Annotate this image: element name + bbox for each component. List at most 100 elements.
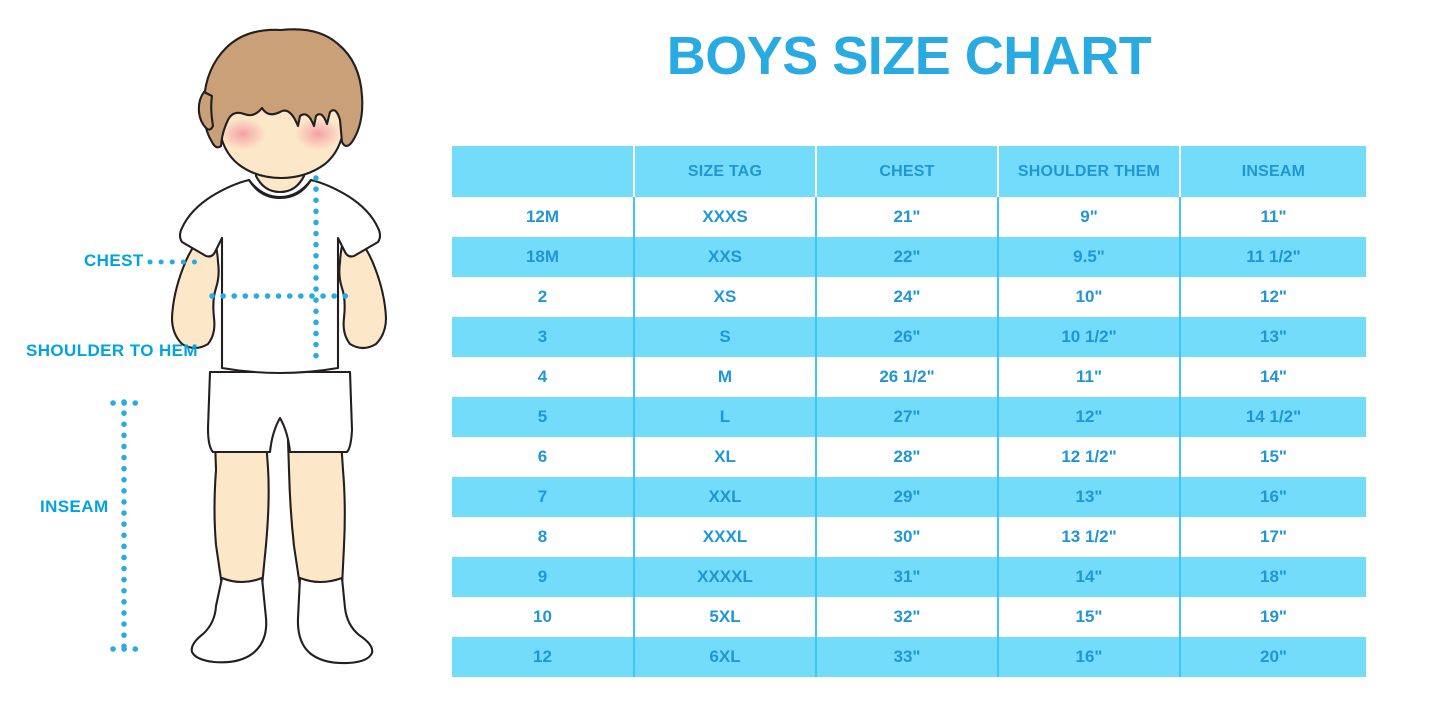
cell-shoulder-them: 11" [997,357,1180,397]
cell-chest: 29" [815,477,998,517]
table-body: 12M XXXS 21" 9" 11" 18M XXS 22" 9.5" 11 1/2" 2 XS 24… [452,197,1366,677]
cell-size-tag: 6XL [633,637,816,677]
cell-size: 7 [452,477,634,517]
table-row: 5 L 27" 12" 14 1/2" [452,397,1366,437]
chest-measure-label: CHEST [84,251,144,270]
cell-size-tag: XS [633,277,816,317]
page-title: BOYS SIZE CHART [666,26,1152,86]
table-row: 2 XS 24" 10" 12" [452,277,1366,317]
cell-chest: 26" [815,317,998,357]
boy-illustration-panel: CHEST SHOULDER TO HEM INSEAM [0,0,440,723]
table-row: 10 5XL 32" 15" 19" [452,597,1366,637]
cell-shoulder-them: 15" [997,597,1180,637]
cell-shoulder-them: 10" [997,277,1180,317]
cell-size-tag: XXS [633,237,816,277]
table-row: 8 XXXL 30" 13 1/2" 17" [452,517,1366,557]
table-row: 4 M 26 1/2" 11" 14" [452,357,1366,397]
cell-shoulder-them: 13 1/2" [997,517,1180,557]
cell-size-tag: XXXXL [633,557,816,597]
cell-size-tag: S [633,317,816,357]
cell-size: 18M [452,237,634,277]
left-leg [213,438,270,588]
right-boot [296,576,374,665]
cell-size: 10 [452,597,634,637]
cell-inseam: 17" [1179,517,1366,557]
cell-size-tag: 5XL [633,597,816,637]
right-arm [338,230,388,350]
cell-shoulder-them: 10 1/2" [997,317,1180,357]
table-row: 12 6XL 33" 16" 20" [452,637,1366,677]
cell-chest: 30" [815,517,998,557]
column-header-size [452,146,634,197]
table-header-row: SIZE TAG CHEST SHOULDER THEM INSEAM [452,146,1366,197]
cell-inseam: 14" [1179,357,1366,397]
left-arm [170,230,220,350]
table-header: SIZE TAG CHEST SHOULDER THEM INSEAM [452,146,1366,197]
cell-shoulder-them: 13" [997,477,1180,517]
inseam-measure-label: INSEAM [40,497,109,516]
cell-size: 12M [452,197,634,237]
cell-inseam: 15" [1179,437,1366,477]
cell-size: 8 [452,517,634,557]
table-row: 3 S 26" 10 1/2" 13" [452,317,1366,357]
cell-size-tag: XL [633,437,816,477]
cell-size: 4 [452,357,634,397]
boy-figure-illustration [110,28,388,665]
table-row: 12M XXXS 21" 9" 11" [452,197,1366,237]
cell-chest: 33" [815,637,998,677]
size-chart-panel: BOYS SIZE CHART SIZE TAG CHEST SHOULDER … [452,0,1445,723]
cell-shoulder-them: 14" [997,557,1180,597]
cell-inseam: 20" [1179,637,1366,677]
cell-size-tag: M [633,357,816,397]
cell-size-tag: L [633,397,816,437]
column-header-chest: CHEST [815,146,998,197]
right-cheek [295,118,341,150]
size-chart-table: SIZE TAG CHEST SHOULDER THEM INSEAM 12M X… [452,146,1366,677]
cell-inseam: 16" [1179,477,1366,517]
cell-shoulder-them: 9" [997,197,1180,237]
cell-inseam: 13" [1179,317,1366,357]
cell-chest: 22" [815,237,998,277]
table-row: 18M XXS 22" 9.5" 11 1/2" [452,237,1366,277]
cell-shoulder-them: 16" [997,637,1180,677]
cell-chest: 24" [815,277,998,317]
right-leg [286,438,346,588]
cell-size: 3 [452,317,634,357]
shorts [206,370,354,454]
cell-shoulder-them: 9.5" [997,237,1180,277]
hair-side-lock [197,90,215,131]
table-row: 9 XXXXL 31" 14" 18" [452,557,1366,597]
hair [202,28,364,149]
left-cheek [220,118,266,150]
cell-chest: 32" [815,597,998,637]
table-row: 6 XL 28" 12 1/2" 15" [452,437,1366,477]
shoulder-to-hem-measure-label: SHOULDER TO HEM [26,341,198,360]
column-header-inseam: INSEAM [1179,146,1366,197]
cell-inseam: 11" [1179,197,1366,237]
cell-size-tag: XXXS [633,197,816,237]
cell-inseam: 18" [1179,557,1366,597]
cell-size: 9 [452,557,634,597]
cell-shoulder-them: 12" [997,397,1180,437]
cell-size: 12 [452,637,634,677]
left-boot [190,576,268,664]
cell-size-tag: XXL [633,477,816,517]
cell-chest: 21" [815,197,998,237]
cell-chest: 27" [815,397,998,437]
cell-inseam: 19" [1179,597,1366,637]
table-row: 7 XXL 29" 13" 16" [452,477,1366,517]
cell-shoulder-them: 12 1/2" [997,437,1180,477]
cell-size: 5 [452,397,634,437]
cell-chest: 28" [815,437,998,477]
cell-inseam: 12" [1179,277,1366,317]
cell-chest: 31" [815,557,998,597]
cell-chest: 26 1/2" [815,357,998,397]
cell-inseam: 11 1/2" [1179,237,1366,277]
t-shirt-collar [247,178,313,199]
cell-size-tag: XXXL [633,517,816,557]
cell-size: 2 [452,277,634,317]
cell-size: 6 [452,437,634,477]
cell-inseam: 14 1/2" [1179,397,1366,437]
column-header-shoulder-them: SHOULDER THEM [997,146,1180,197]
column-header-size-tag: SIZE TAG [633,146,816,197]
